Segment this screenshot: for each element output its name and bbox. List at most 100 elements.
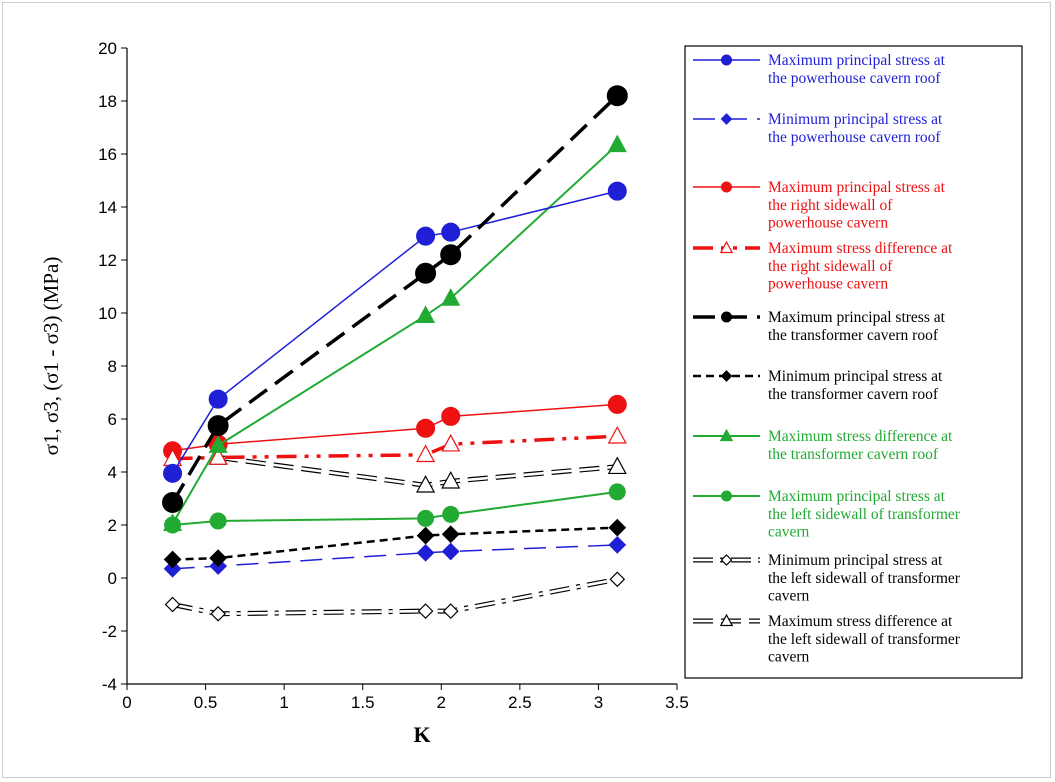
series-7 xyxy=(163,134,627,532)
circle-marker xyxy=(415,262,437,284)
diamond-marker xyxy=(417,603,434,619)
series-1 xyxy=(163,181,627,483)
circle-marker xyxy=(721,311,732,323)
triangle-marker xyxy=(719,240,734,254)
diamond-marker xyxy=(210,605,226,622)
legend-label: Maximum principal stress at xyxy=(768,52,946,69)
y-tick-label: -4 xyxy=(102,675,117,694)
diamond-marker xyxy=(441,525,460,544)
y-tick-label: 2 xyxy=(108,516,117,535)
circle-marker xyxy=(207,415,229,437)
series-line xyxy=(172,490,618,526)
legend-label: the transformer cavern roof xyxy=(768,446,939,463)
x-tick-label: 1 xyxy=(279,693,288,712)
circle-marker xyxy=(442,505,460,523)
y-tick-label: 4 xyxy=(108,463,117,482)
circle-marker xyxy=(209,512,227,530)
y-tick-label: 8 xyxy=(108,357,117,376)
legend-box xyxy=(684,45,1023,679)
diamond-marker xyxy=(608,518,627,537)
series-4 xyxy=(163,425,627,467)
legend-label: powerhouse cavern xyxy=(768,215,888,232)
series-10 xyxy=(208,447,627,493)
x-tick-label: 1.5 xyxy=(351,693,375,712)
legend-label: Maximum stress difference at xyxy=(768,428,953,445)
circle-marker xyxy=(607,394,627,414)
legend-label: Maximum principal stress at xyxy=(768,179,946,196)
series-line xyxy=(217,456,618,487)
circle-marker xyxy=(440,244,462,266)
legend-label: cavern xyxy=(768,649,810,666)
y-tick-label: 16 xyxy=(98,145,117,164)
diamond-marker xyxy=(416,543,435,562)
diamond-marker xyxy=(209,549,227,567)
circle-marker xyxy=(416,226,436,246)
y-tick-label: 14 xyxy=(98,198,117,217)
legend-label: the left sidewall of transformer xyxy=(768,631,961,648)
legend-label: the powerhouse cavern roof xyxy=(768,129,941,146)
triangle-marker xyxy=(208,435,228,453)
triangle-marker xyxy=(607,456,627,475)
diamond-marker xyxy=(720,554,733,566)
x-tick-label: 3.5 xyxy=(665,693,689,712)
diamond-marker xyxy=(609,571,626,588)
x-tick-label: 2 xyxy=(437,693,446,712)
legend-label: the left sidewall of transformer xyxy=(768,506,961,523)
legend-label: the transformer cavern roof xyxy=(768,327,939,344)
x-tick-label: 3 xyxy=(594,693,603,712)
x-axis-title: K xyxy=(413,722,430,747)
legend-label: the right sidewall of xyxy=(768,197,893,214)
triangle-marker xyxy=(416,474,436,493)
series-9 xyxy=(164,571,626,622)
circle-marker xyxy=(606,85,628,107)
series-5 xyxy=(162,85,628,513)
circle-marker xyxy=(721,181,732,193)
circle-marker xyxy=(721,490,732,502)
x-tick-label: 0 xyxy=(122,693,131,712)
x-tick-label: 0.5 xyxy=(194,693,218,712)
series-line xyxy=(171,143,618,525)
series-line-outline xyxy=(172,576,618,617)
legend-label: Minimum principal stress at xyxy=(768,368,943,385)
series-line xyxy=(171,94,619,504)
triangle-marker xyxy=(208,447,228,465)
triangle-marker xyxy=(719,613,734,627)
triangle-marker xyxy=(416,305,436,323)
diamond-marker xyxy=(163,559,182,578)
legend-label: Minimum principal stress at xyxy=(768,552,943,569)
diamond-marker xyxy=(720,113,733,125)
legend-label: the powerhouse cavern roof xyxy=(768,70,941,87)
circle-marker xyxy=(417,509,435,527)
y-tick-label: -2 xyxy=(102,622,117,641)
triangle-marker xyxy=(607,134,627,153)
plot-axes: 0 0.5 1 1.5 2 2.5 3 3.5 -4 -2 0 2 4 6 8 10 12 14 16 18 20 Kσ1… xyxy=(39,39,689,747)
y-axis-title: σ1, σ3, (σ1 - σ3) (MPa) xyxy=(39,257,63,456)
diamond-marker xyxy=(163,550,182,569)
triangle-marker xyxy=(441,288,461,306)
diamond-marker xyxy=(720,370,733,382)
series-line xyxy=(172,544,618,570)
series-line xyxy=(172,578,618,616)
diamond-marker xyxy=(164,596,181,613)
circle-marker xyxy=(162,491,184,513)
series-2 xyxy=(163,536,627,578)
triangle-marker xyxy=(607,425,627,444)
legend-label: Maximum principal stress at xyxy=(768,488,946,505)
triangle-marker xyxy=(719,428,734,442)
legend-label: the left sidewall of transformer xyxy=(768,570,961,587)
series-8 xyxy=(164,483,626,534)
y-tick-label: 12 xyxy=(98,251,117,270)
y-tick-label: 18 xyxy=(98,92,117,111)
diamond-marker xyxy=(442,603,459,619)
